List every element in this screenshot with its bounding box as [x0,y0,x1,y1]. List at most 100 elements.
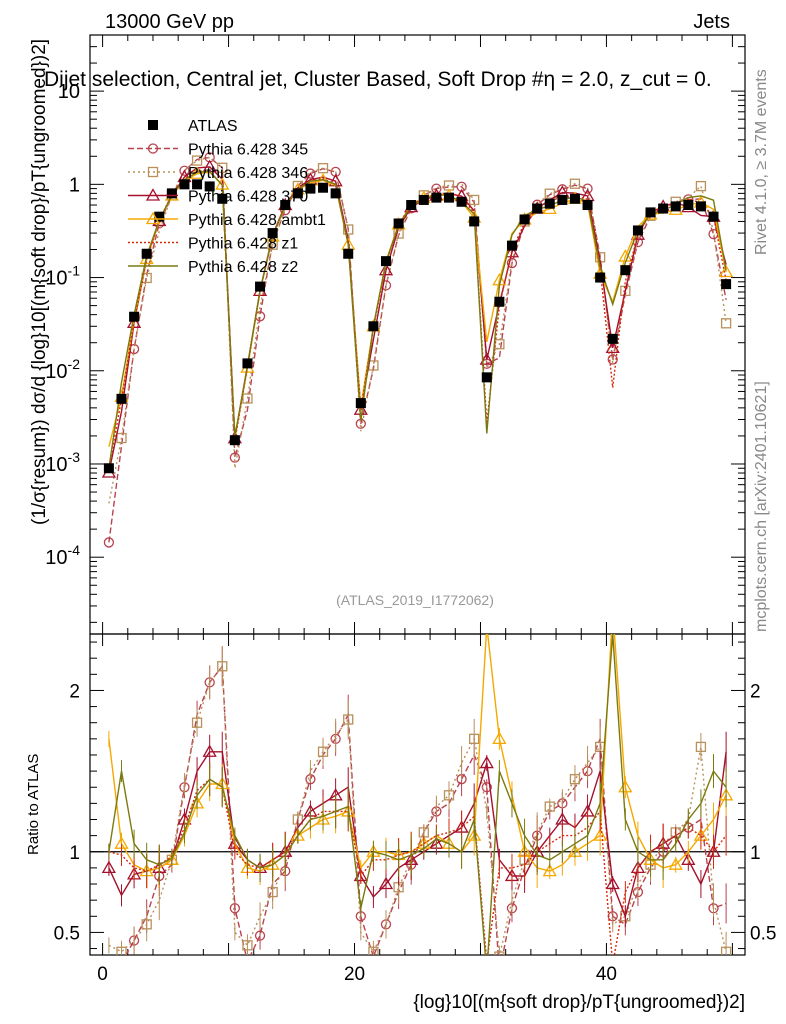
legend-label: Pythia 6.428 z1 [188,236,298,253]
atlas-point [217,193,228,204]
ratio-point [217,661,228,672]
legend: ATLAS Pythia 6.428 345 Pythia 6.428 346 Pyt… [128,118,326,276]
main-point [242,393,253,404]
atlas-point [255,281,266,292]
header-left: 13000 GeV pp [105,11,234,33]
ratio-point [542,863,557,877]
ratio-point [467,828,482,841]
ratio-series-group [101,634,734,955]
atlas-point [292,188,303,199]
legend-label: Pythia 6.428 ambt1 [188,212,326,229]
y-tick-label: 10-1 [45,263,80,290]
watermark: (ATLAS_2019_I1772062) [336,592,494,608]
main-point [378,262,394,276]
series-line-main [108,166,727,473]
ratio-point [343,714,354,725]
main-point [582,183,593,194]
y-tick-label: 10-4 [45,542,80,569]
ratio-point [605,876,620,890]
main-point [479,352,494,365]
series-line-ratio [108,778,727,955]
atlas-point [506,240,517,251]
ratio-point [695,741,707,753]
atlas-point [595,272,606,283]
atlas-point [192,179,203,190]
y-tick-label: 10 [58,81,80,103]
main-point [607,354,618,365]
ratio-point [569,774,581,785]
atlas-point [532,203,543,214]
atlas-point [318,182,329,193]
ratio-point [101,860,117,874]
main-panel: 10-4 10-3 10-2 10-1 1 10 [45,34,746,646]
atlas-point [443,192,454,203]
main-point [126,315,142,328]
atlas-point [229,435,240,446]
ratio-point [202,744,217,757]
x-tick-label: 0 [97,964,108,985]
series-line-ratio [108,634,727,955]
main-point [267,239,278,250]
main-point [695,180,707,192]
atlas-point [154,211,165,222]
atlas-point [569,193,580,204]
ratio-point [443,790,455,801]
atlas-point [721,279,732,290]
ratio-point [492,731,507,744]
legend-marker [147,143,159,154]
atlas-point [242,358,253,369]
y-tick-label: 10-2 [45,356,80,383]
atlas-point [544,198,555,209]
ratio-ylabel: Ratio to ATLAS [25,754,42,855]
ratio-point [720,946,732,955]
legend-atlas-marker [148,120,158,130]
main-point [305,168,316,179]
ratio-point [267,886,278,898]
series-line-ratio [108,664,727,955]
atlas-point [305,183,316,194]
main-point [620,285,631,297]
main-point [718,264,734,278]
atlas-point [708,211,719,222]
side-rivet: Rivet 4.1.0, ≥ 3.7M events [753,69,770,255]
atlas-point [204,181,215,192]
atlas-point [103,463,114,474]
legend-label-atlas: ATLAS [188,118,238,135]
atlas-point [343,248,354,259]
atlas-point [620,265,631,276]
atlas-point [116,393,127,404]
atlas-point [519,214,530,225]
legend-label: Pythia 6.428 370 [188,189,308,206]
atlas-point [381,256,392,267]
main-point [116,432,127,444]
ratio-frame-box [89,633,746,956]
atlas-point [280,200,291,211]
main-ylabel: (1/σ{resum}) dσ/d {log}10[(m{soft drop}/… [29,39,50,525]
atlas-point [645,207,656,218]
ratio-y-label: 1 [750,843,761,864]
plot-title: Dijet selection, Central jet, Cluster Ba… [44,68,712,91]
series-line-ratio [125,664,727,955]
series-line-ratio [108,751,727,919]
atlas-point [582,200,593,211]
y-tick-label: 1 [69,174,80,196]
atlas-point [355,398,366,409]
main-series-group [101,152,734,548]
main-point [720,318,732,329]
ratio-y-label: 1 [69,843,80,864]
atlas-point [431,192,442,203]
atlas-point [267,228,278,239]
atlas-point [393,218,404,229]
atlas-point [683,200,694,211]
main-point [469,194,480,206]
ratio-point [116,946,127,955]
ratio-point [191,717,203,728]
atlas-point [695,201,706,212]
ratio-y-label: 0.5 [750,923,776,944]
atlas-point [658,203,669,214]
ratio-point [378,876,394,890]
atlas-point [494,296,505,307]
ratio-y-label: 2 [69,681,80,702]
ratio-point [469,733,480,744]
